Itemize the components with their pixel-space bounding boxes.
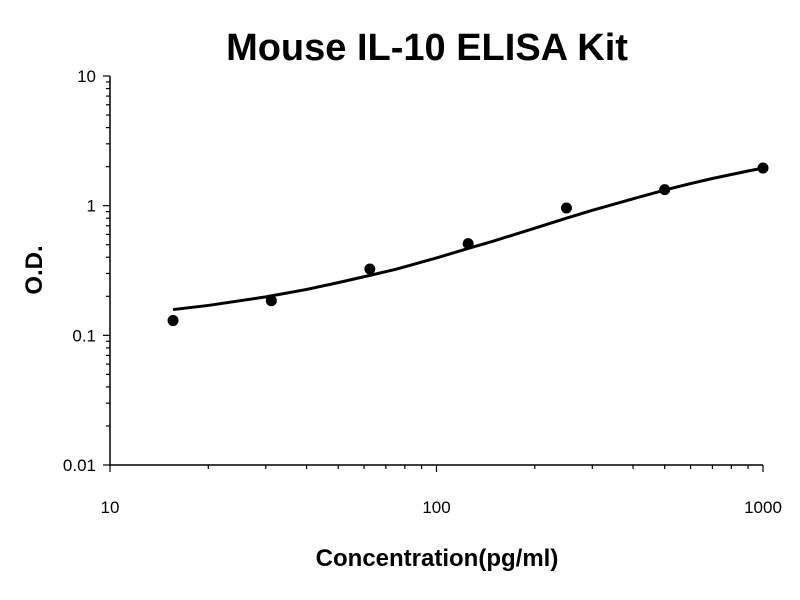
chart-title: Mouse IL-10 ELISA Kit <box>226 27 628 69</box>
data-point <box>364 263 376 275</box>
fit-curve <box>172 166 764 312</box>
y-tick-label: 0.1 <box>72 326 96 345</box>
data-point <box>659 184 671 196</box>
y-tick-label: 1 <box>87 197 96 216</box>
fit-curve-layer <box>172 166 764 312</box>
x-tick-label: 1000 <box>744 498 782 517</box>
y-axis-ticks: 0.01 0.1 1 10 <box>63 67 110 475</box>
x-axis-label: Concentration(pg/ml) <box>316 545 559 572</box>
y-axis-label: O.D. <box>21 245 48 294</box>
data-point <box>167 315 179 327</box>
x-tick-label: 10 <box>101 498 120 517</box>
data-point <box>265 295 277 307</box>
data-point <box>560 202 572 214</box>
data-point <box>462 238 474 250</box>
x-axis-ticks: 10 100 1000 <box>101 465 782 517</box>
data-point <box>757 162 769 174</box>
x-tick-label: 100 <box>422 498 450 517</box>
data-points-layer <box>167 162 769 327</box>
plot-area: 0.01 0.1 1 10 10 100 1000 <box>63 67 782 517</box>
y-tick-label: 10 <box>77 67 96 86</box>
y-tick-label: 0.01 <box>63 456 96 475</box>
